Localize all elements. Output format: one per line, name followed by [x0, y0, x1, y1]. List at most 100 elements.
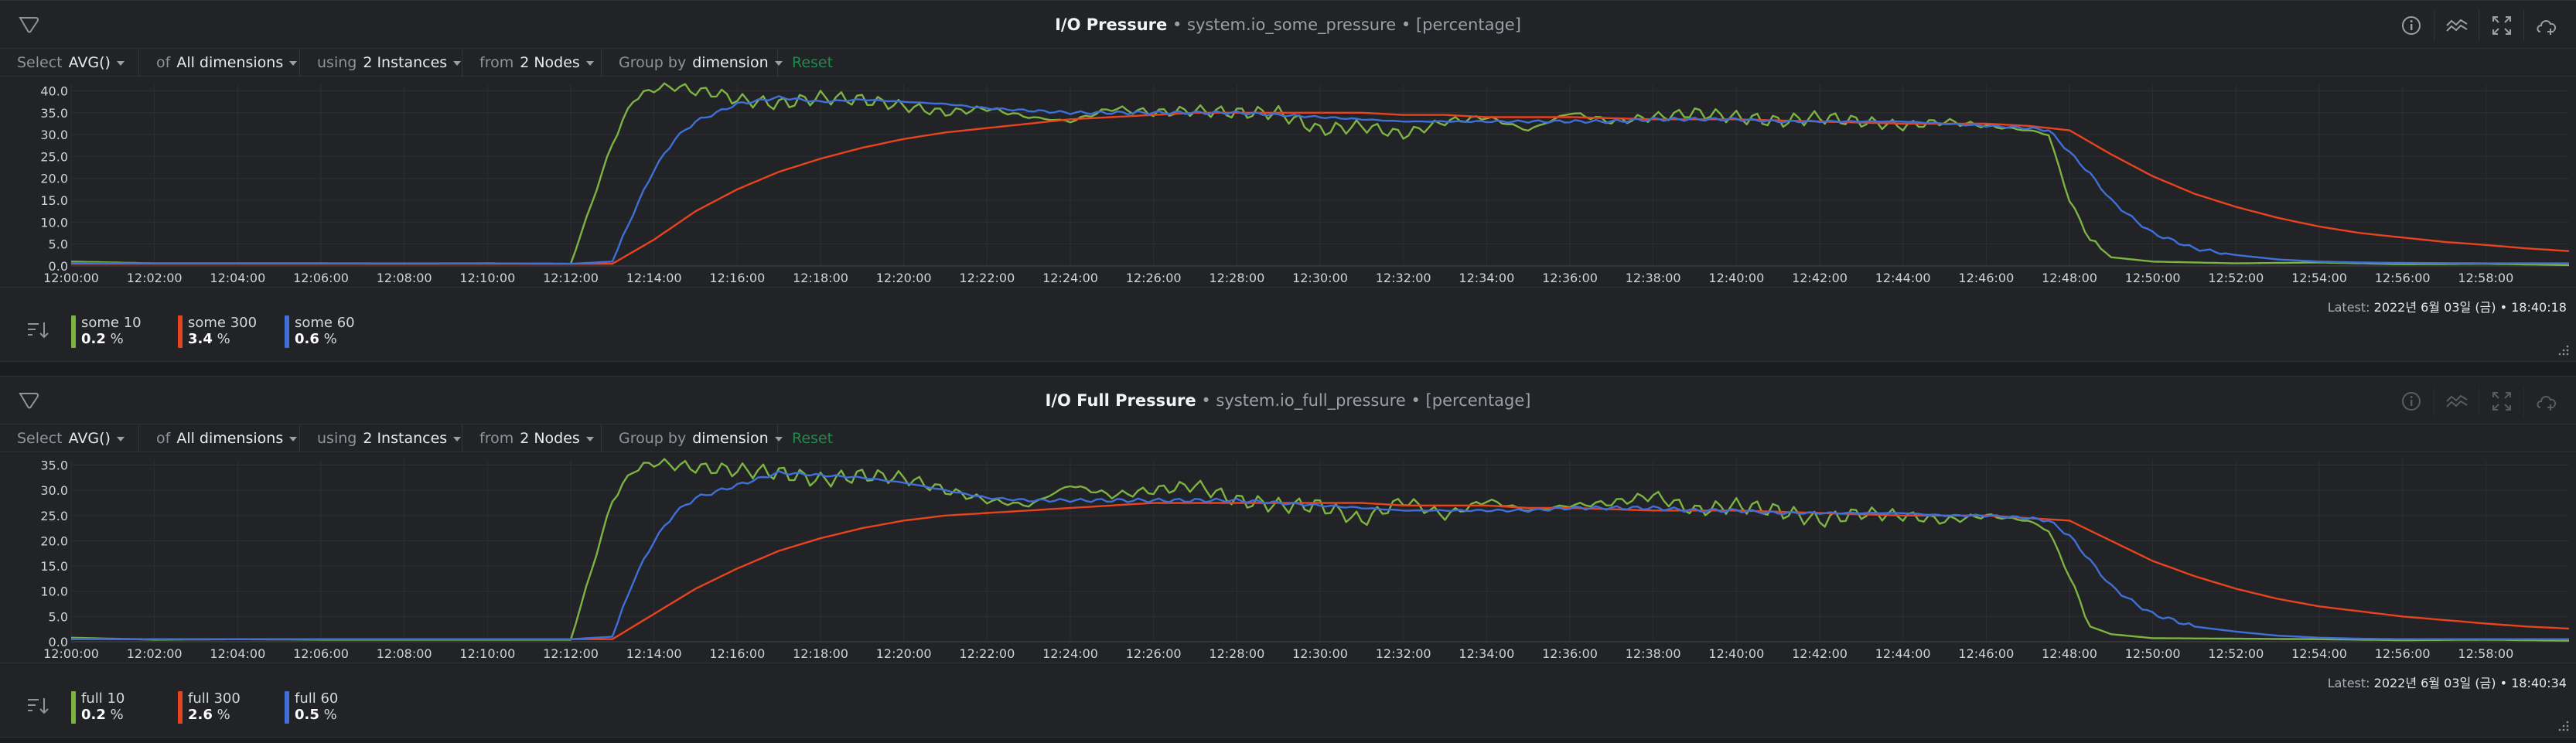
- chart-context: system.io_full_pressure: [1216, 391, 1406, 410]
- add-to-dashboard-icon[interactable]: [2523, 386, 2568, 417]
- legend-item[interactable]: some 10 0.2 %: [71, 315, 142, 348]
- reset-button[interactable]: Reset: [792, 54, 834, 71]
- x-tick-label: 12:28:00: [1209, 271, 1264, 285]
- x-tick-label: 12:18:00: [793, 271, 848, 285]
- x-tick-label: 12:56:00: [2375, 646, 2431, 661]
- group-by-selector[interactable]: Group by dimension: [602, 424, 783, 452]
- from-label: from: [479, 430, 514, 447]
- aggregation-selector[interactable]: Select AVG(): [0, 49, 139, 77]
- x-tick-label: 12:26:00: [1126, 271, 1182, 285]
- legend-item[interactable]: full 300 2.6 %: [178, 691, 241, 724]
- series-line-full-60[interactable]: [71, 470, 2569, 640]
- instances-selector[interactable]: using 2 Instances: [300, 424, 462, 452]
- x-tick-label: 12:52:00: [2208, 646, 2264, 661]
- instances-selector[interactable]: using 2 Instances: [300, 49, 462, 77]
- legend-swatch: [285, 315, 289, 348]
- x-tick-label: 12:14:00: [626, 646, 682, 661]
- using-value: 2 Instances: [363, 430, 448, 447]
- latest-value: 2022년 6월 03일 (금) • 18:40:34: [2373, 676, 2567, 690]
- legend-name: some 10: [81, 315, 142, 331]
- group-by-selector[interactable]: Group by dimension: [602, 49, 783, 77]
- x-tick-label: 12:10:00: [459, 646, 515, 661]
- legend-item[interactable]: full 10 0.2 %: [71, 691, 125, 724]
- x-tick-label: 12:56:00: [2375, 271, 2431, 285]
- add-to-dashboard-icon[interactable]: [2523, 10, 2568, 41]
- legend-item[interactable]: some 300 3.4 %: [178, 315, 257, 348]
- x-tick-label: 12:44:00: [1875, 646, 1931, 661]
- x-tick-label: 12:40:00: [1708, 646, 1764, 661]
- x-tick-label: 12:04:00: [210, 646, 265, 661]
- of-label: of: [156, 430, 171, 447]
- chevron-down-icon: [774, 436, 783, 441]
- legend-unit: %: [217, 331, 230, 347]
- x-tick-label: 12:44:00: [1875, 271, 1931, 285]
- legend-item[interactable]: full 60 0.5 %: [285, 691, 338, 724]
- latest-label: Latest:: [2327, 676, 2370, 690]
- latest-timestamp: Latest: 2022년 6월 03일 (금) • 18:40:18: [2328, 297, 2567, 315]
- nodes-selector[interactable]: from 2 Nodes: [462, 424, 602, 452]
- x-tick-label: 12:18:00: [793, 646, 848, 661]
- y-tick-label: 20.0: [40, 533, 68, 548]
- y-tick-label: 30.0: [40, 483, 68, 498]
- from-value: 2 Nodes: [520, 430, 580, 447]
- group-by-label: Group by: [619, 430, 687, 447]
- x-tick-label: 12:42:00: [1792, 271, 1848, 285]
- y-tick-label: 35.0: [40, 458, 68, 473]
- sort-icon[interactable]: [26, 320, 49, 340]
- legend-unit: %: [110, 707, 124, 723]
- chart-type-icon[interactable]: [2434, 386, 2479, 417]
- info-icon[interactable]: [2389, 386, 2434, 417]
- info-icon[interactable]: [2389, 10, 2434, 41]
- x-tick-label: 12:14:00: [626, 271, 682, 285]
- x-tick-label: 12:30:00: [1292, 646, 1348, 661]
- chart-title-text: I/O Full Pressure: [1045, 391, 1196, 410]
- chevron-down-icon: [774, 60, 783, 66]
- fullscreen-icon[interactable]: [2479, 10, 2523, 41]
- line-chart[interactable]: 0.0 5.0 10.0 15.0 20.0 25.0 30.0 35.0 40.0 12:00:…: [0, 77, 2576, 287]
- legend-value: 0.2: [81, 707, 106, 723]
- sort-icon[interactable]: [26, 696, 49, 716]
- nodes-selector[interactable]: from 2 Nodes: [462, 49, 602, 77]
- of-label: of: [156, 54, 171, 71]
- y-tick-label: 0.0: [49, 259, 68, 274]
- x-tick-label: 12:36:00: [1542, 271, 1598, 285]
- chart-title-bar: I/O Full Pressure • system.io_full_press…: [0, 377, 2576, 424]
- from-value: 2 Nodes: [520, 54, 580, 71]
- chevron-down-icon: [585, 60, 594, 66]
- y-tick-label: 0.0: [49, 635, 68, 649]
- aggregation-selector[interactable]: Select AVG(): [0, 424, 139, 452]
- legend-swatch: [71, 691, 76, 724]
- y-tick-label: 10.0: [40, 585, 68, 599]
- legend-unit: %: [110, 331, 124, 347]
- of-value: All dimensions: [176, 430, 284, 447]
- using-value: 2 Instances: [363, 54, 448, 71]
- select-label: Select: [17, 430, 63, 447]
- x-tick-label: 12:30:00: [1292, 271, 1348, 285]
- x-tick-label: 12:08:00: [377, 271, 432, 285]
- title-separator: •: [1411, 391, 1421, 410]
- legend-item[interactable]: some 60 0.6 %: [285, 315, 355, 348]
- x-tick-label: 12:46:00: [1958, 271, 2014, 285]
- x-tick-label: 12:34:00: [1459, 271, 1514, 285]
- reset-button[interactable]: Reset: [792, 430, 834, 447]
- latest-timestamp: Latest: 2022년 6월 03일 (금) • 18:40:34: [2328, 673, 2567, 691]
- chart-type-icon[interactable]: [2434, 10, 2479, 41]
- dimensions-selector[interactable]: of All dimensions: [139, 424, 300, 452]
- resize-handle-icon[interactable]: [2557, 344, 2570, 356]
- legend-value: 0.5: [295, 707, 319, 723]
- chart-title-bar: I/O Pressure • system.io_some_pressure •…: [0, 1, 2576, 49]
- resize-handle-icon[interactable]: [2557, 720, 2570, 732]
- dimensions-selector[interactable]: of All dimensions: [139, 49, 300, 77]
- x-tick-label: 12:48:00: [2042, 271, 2097, 285]
- legend-value: 3.4: [188, 331, 213, 347]
- x-tick-label: 12:22:00: [959, 646, 1015, 661]
- x-tick-label: 12:02:00: [127, 271, 183, 285]
- legend-unit: %: [323, 331, 337, 347]
- legend-name: full 300: [188, 690, 241, 707]
- x-tick-label: 12:32:00: [1376, 646, 1431, 661]
- fullscreen-icon[interactable]: [2479, 386, 2523, 417]
- chart-panel: I/O Full Pressure • system.io_full_press…: [0, 376, 2576, 738]
- series-line-some-60[interactable]: [70, 95, 2569, 265]
- x-tick-label: 12:28:00: [1209, 646, 1264, 661]
- line-chart[interactable]: 0.0 5.0 10.0 15.0 20.0 25.0 30.0 35.0 12:00:00 12…: [0, 452, 2576, 663]
